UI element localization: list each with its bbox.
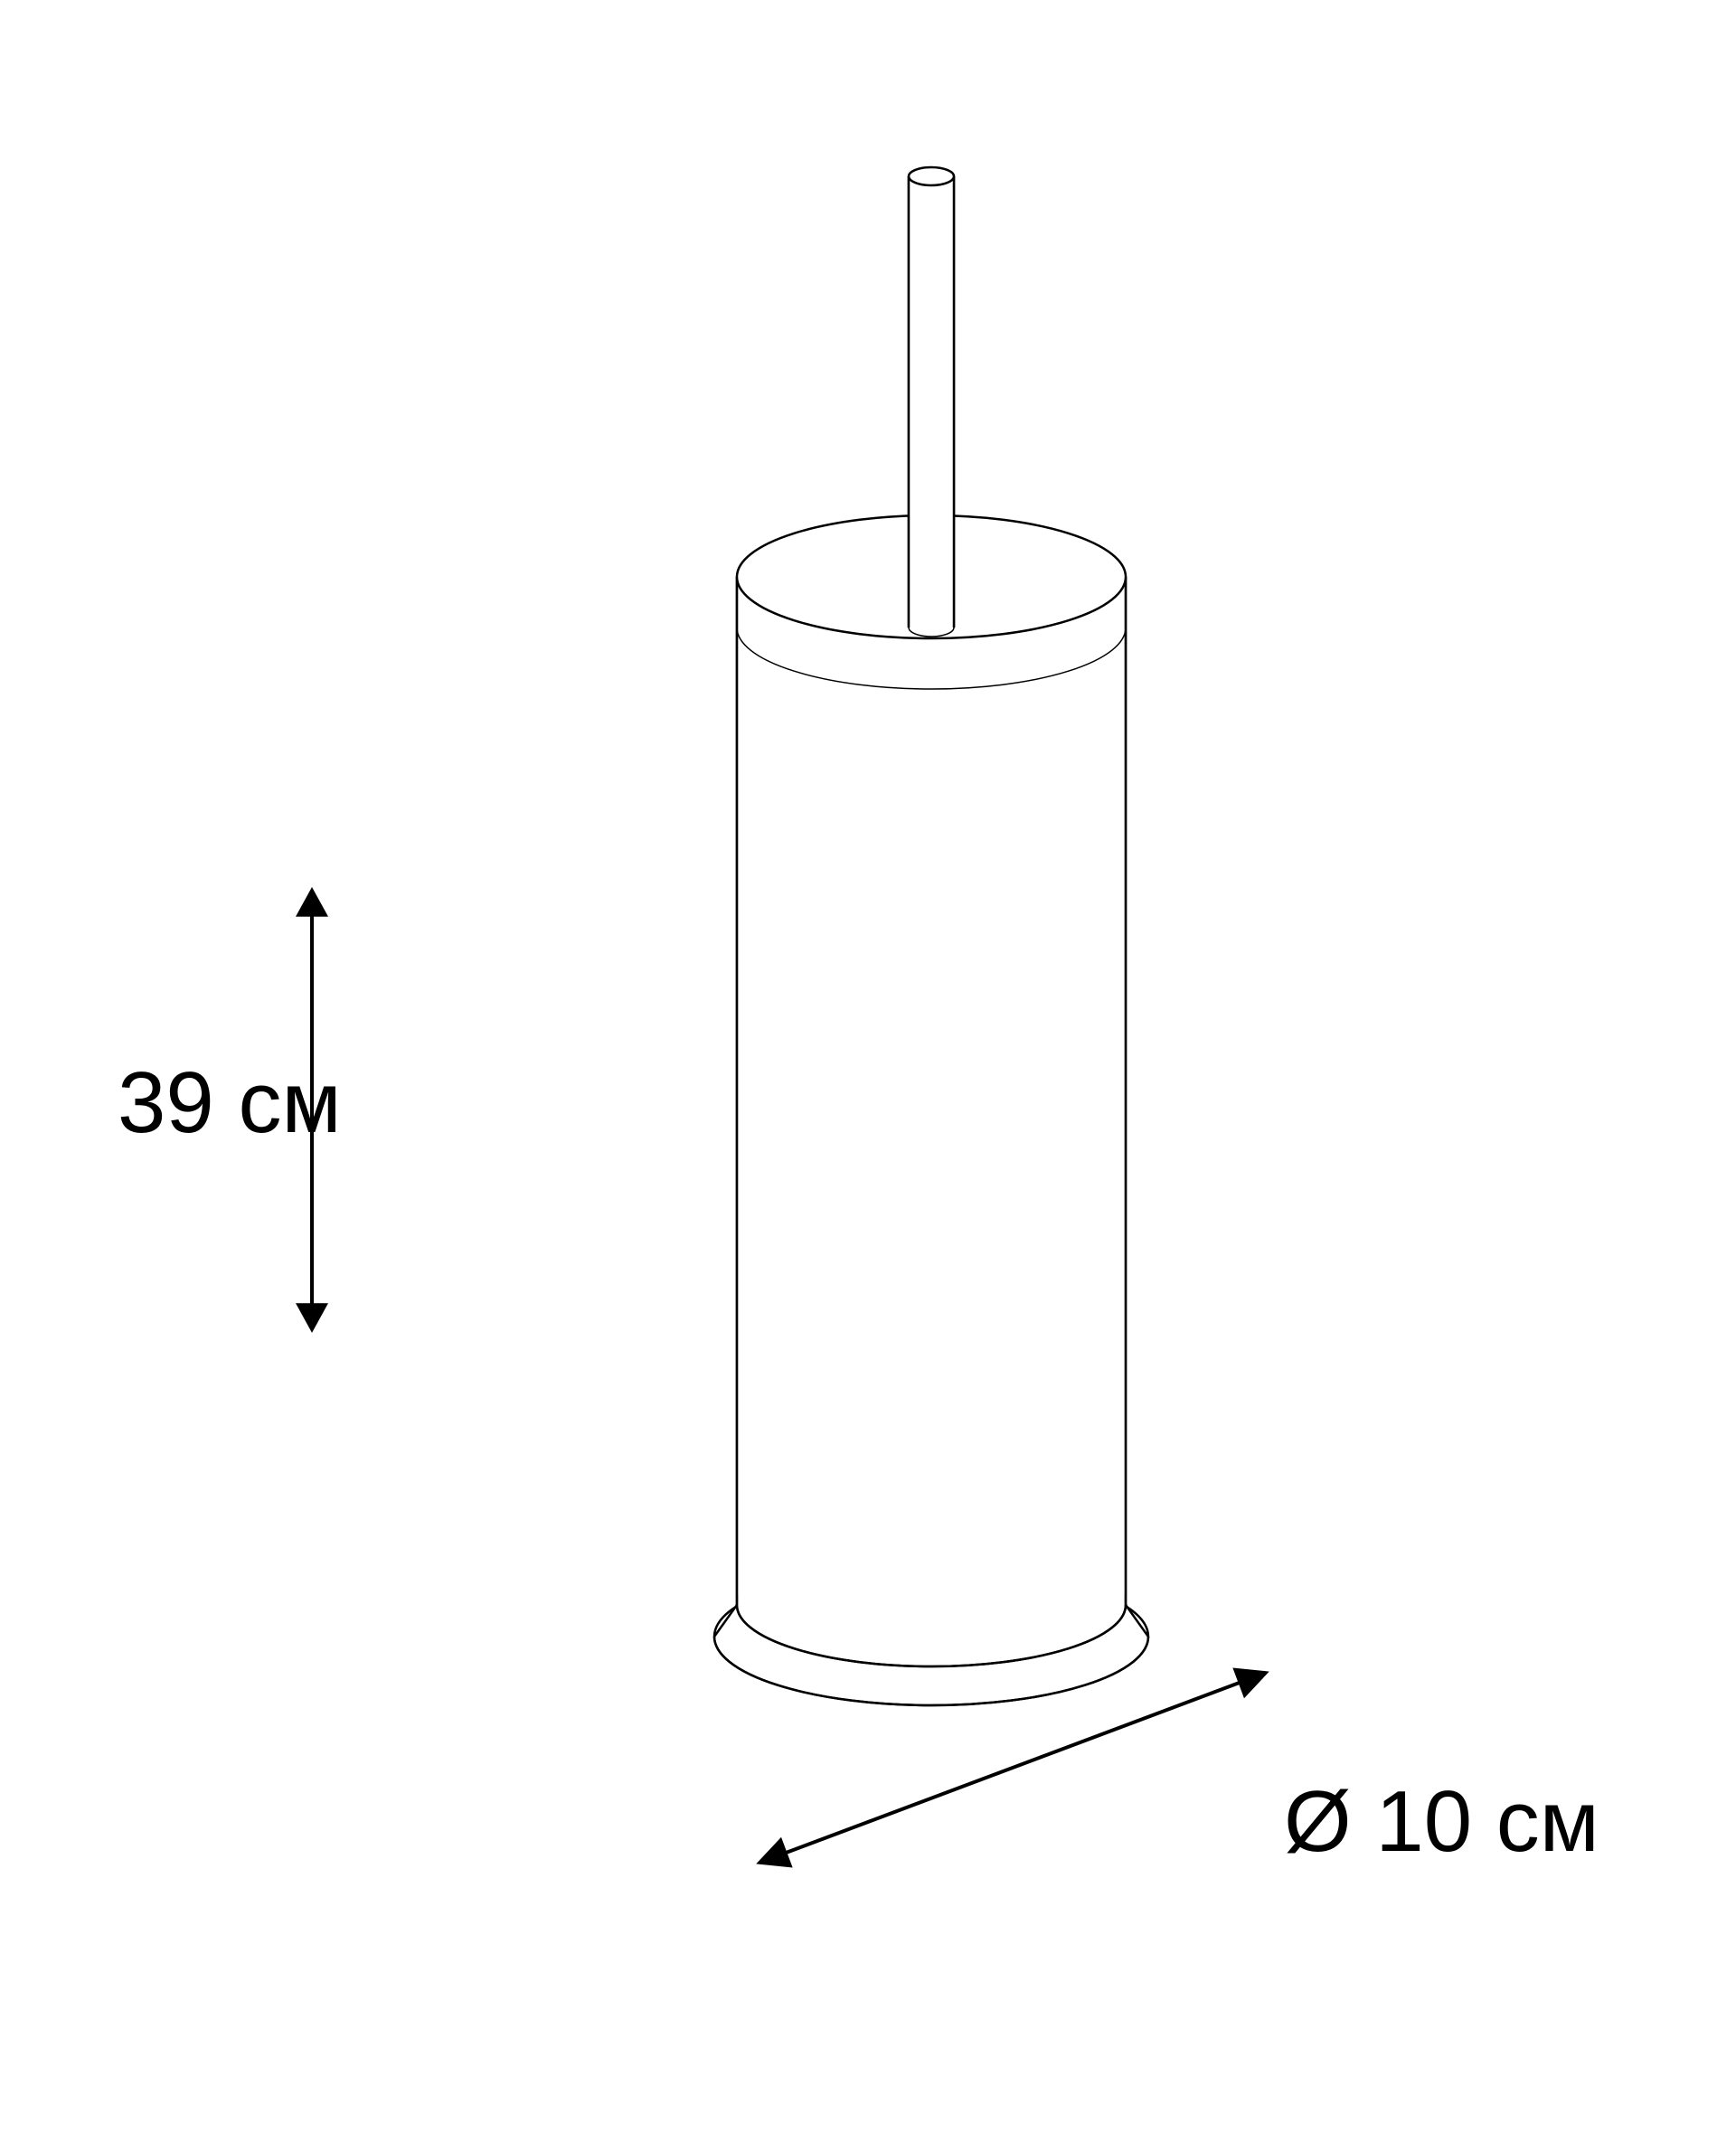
height-dimension-label: 39 см: [118, 1053, 341, 1153]
technical-drawing: 39 см Ø 10 см: [0, 0, 1736, 2133]
diameter-dimension-label: Ø 10 см: [1284, 1772, 1599, 1872]
